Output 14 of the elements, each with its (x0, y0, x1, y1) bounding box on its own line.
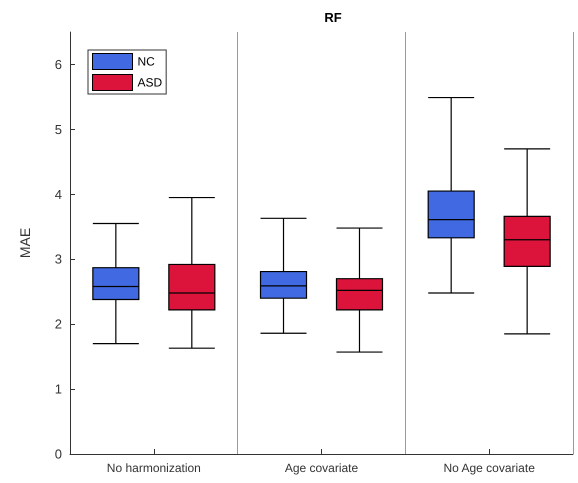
y-tick-label: 1 (54, 382, 62, 397)
chart-title: RF (324, 10, 342, 25)
x-tick-label: No Age covariate (443, 461, 536, 475)
legend-label: ASD (138, 76, 163, 90)
y-tick-label: 2 (54, 316, 62, 332)
y-axis-title: MAE (17, 228, 33, 258)
y-tick-label: 5 (54, 122, 62, 137)
legend-label: NC (138, 54, 156, 68)
y-tick-label: 4 (54, 186, 62, 202)
x-tick-label: Age covariate (284, 461, 359, 475)
y-tick-label: 6 (54, 56, 62, 72)
y-tick-label: 0 (54, 446, 62, 462)
x-tick-label: No harmonization (106, 461, 201, 475)
y-tick-label: 3 (54, 252, 62, 267)
